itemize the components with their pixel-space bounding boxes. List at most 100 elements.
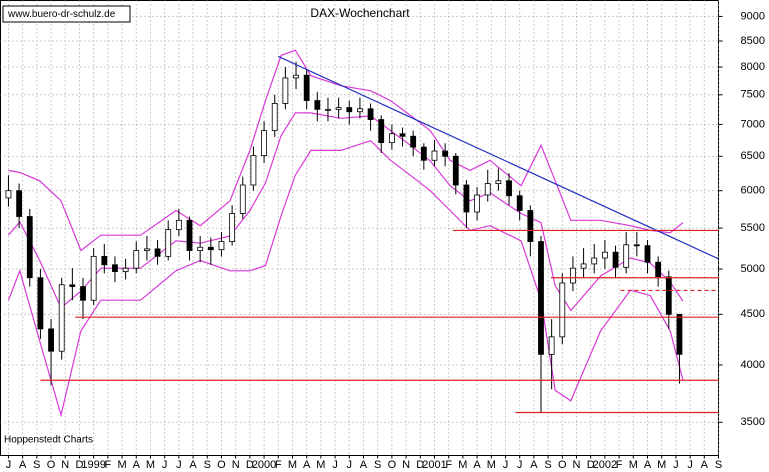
candle-body xyxy=(388,133,395,144)
x-tick-label: 2002 xyxy=(593,459,617,471)
candle-body xyxy=(335,107,342,110)
x-tick-label: F xyxy=(275,459,282,471)
candle-body xyxy=(58,284,65,352)
x-tick-label: D xyxy=(246,459,254,471)
candle-body xyxy=(410,135,417,148)
candle-body xyxy=(26,216,33,279)
candle-body xyxy=(442,150,449,157)
x-tick-label: J xyxy=(687,459,693,471)
x-tick-label: J xyxy=(6,459,12,471)
candle-body xyxy=(112,264,118,273)
candle-body xyxy=(239,184,246,214)
x-tick-label: A xyxy=(530,459,538,471)
candle-body xyxy=(580,263,587,269)
x-tick-label: S xyxy=(715,459,722,471)
x-tick-label: F xyxy=(445,459,452,471)
x-tick-label: S xyxy=(374,459,381,471)
candle-body xyxy=(346,107,353,113)
candle-body xyxy=(144,248,150,251)
x-tick-label: J xyxy=(517,459,523,471)
candle-body xyxy=(218,241,225,251)
candle-body xyxy=(261,130,267,157)
x-tick-label: M xyxy=(629,459,638,471)
y-tick-label: 9000 xyxy=(741,10,765,22)
candle-body xyxy=(229,213,236,242)
x-tick-label: 2001 xyxy=(422,459,446,471)
x-tick-label: M xyxy=(458,459,467,471)
y-tick-label: 6000 xyxy=(741,185,765,197)
y-tick-label: 6500 xyxy=(741,150,765,162)
y-tick-label: 5000 xyxy=(741,263,765,275)
y-tick-label: 3500 xyxy=(741,416,765,428)
x-tick-label: O xyxy=(47,459,56,471)
x-tick-label: O xyxy=(558,459,567,471)
candle-body xyxy=(506,180,512,197)
x-tick-label: M xyxy=(487,459,496,471)
bollinger-lower xyxy=(7,140,684,418)
candle-body xyxy=(452,155,459,186)
candle-body xyxy=(69,284,76,287)
bollinger-middle xyxy=(8,112,684,312)
candle-body xyxy=(633,244,640,247)
x-tick-label: S xyxy=(204,459,211,471)
candle-body xyxy=(16,190,23,217)
candle-body xyxy=(570,267,576,284)
x-tick-label: O xyxy=(388,459,397,471)
bollinger-upper xyxy=(8,49,684,252)
x-tick-label: 2000 xyxy=(252,459,276,471)
x-tick-label: J xyxy=(347,459,353,471)
candle-body xyxy=(48,328,54,352)
candle-body xyxy=(122,267,129,273)
x-tick-label: A xyxy=(360,459,368,471)
candle-body xyxy=(133,250,140,269)
y-tick-label: 8500 xyxy=(741,35,765,47)
candle-body xyxy=(474,194,480,213)
x-tick-label: M xyxy=(288,459,297,471)
x-tick-label: A xyxy=(19,459,27,471)
candle-body xyxy=(591,257,598,265)
candle-body xyxy=(676,313,683,355)
x-tick-label: 1999 xyxy=(81,459,105,471)
x-tick-label: F xyxy=(104,459,111,471)
candle-body xyxy=(655,261,662,278)
candle-body xyxy=(378,119,385,144)
x-tick-label: M xyxy=(657,459,666,471)
candle-body xyxy=(538,241,544,355)
y-tick-label: 7500 xyxy=(741,89,765,101)
y-tick-label: 4000 xyxy=(741,359,765,371)
candle-body xyxy=(420,146,427,161)
candle-body xyxy=(5,190,12,199)
trend-line xyxy=(278,55,719,260)
y-tick-label: 8000 xyxy=(741,61,765,73)
candle-body xyxy=(516,195,523,211)
candle-body xyxy=(165,229,172,257)
x-tick-label: A xyxy=(701,459,709,471)
y-tick-label: 7000 xyxy=(741,118,765,130)
candle-body xyxy=(90,255,97,301)
candle-body xyxy=(527,210,534,242)
y-tick-label: 5500 xyxy=(741,222,765,234)
x-tick-label: M xyxy=(146,459,155,471)
y-tick-label: 4500 xyxy=(741,308,765,320)
x-tick-label: S xyxy=(33,459,40,471)
x-tick-label: D xyxy=(75,459,83,471)
candle-body xyxy=(101,255,108,266)
x-tick-label: J xyxy=(162,459,168,471)
x-tick-label: N xyxy=(232,459,240,471)
candle-body xyxy=(282,77,289,104)
x-tick-label: A xyxy=(189,459,197,471)
x-tick-label: M xyxy=(117,459,126,471)
x-tick-label: D xyxy=(587,459,595,471)
candle-body xyxy=(665,276,672,315)
x-tick-label: F xyxy=(616,459,623,471)
x-tick-label: O xyxy=(217,459,226,471)
candle-body xyxy=(548,336,555,355)
source-note: Hoppenstedt Charts xyxy=(4,435,93,446)
x-tick-label: J xyxy=(332,459,338,471)
chart-title: DAX-Wochenchart xyxy=(310,6,410,20)
candle-body xyxy=(463,184,470,213)
candle-body xyxy=(623,244,630,268)
x-tick-label: A xyxy=(644,459,652,471)
candle-body xyxy=(80,286,86,301)
